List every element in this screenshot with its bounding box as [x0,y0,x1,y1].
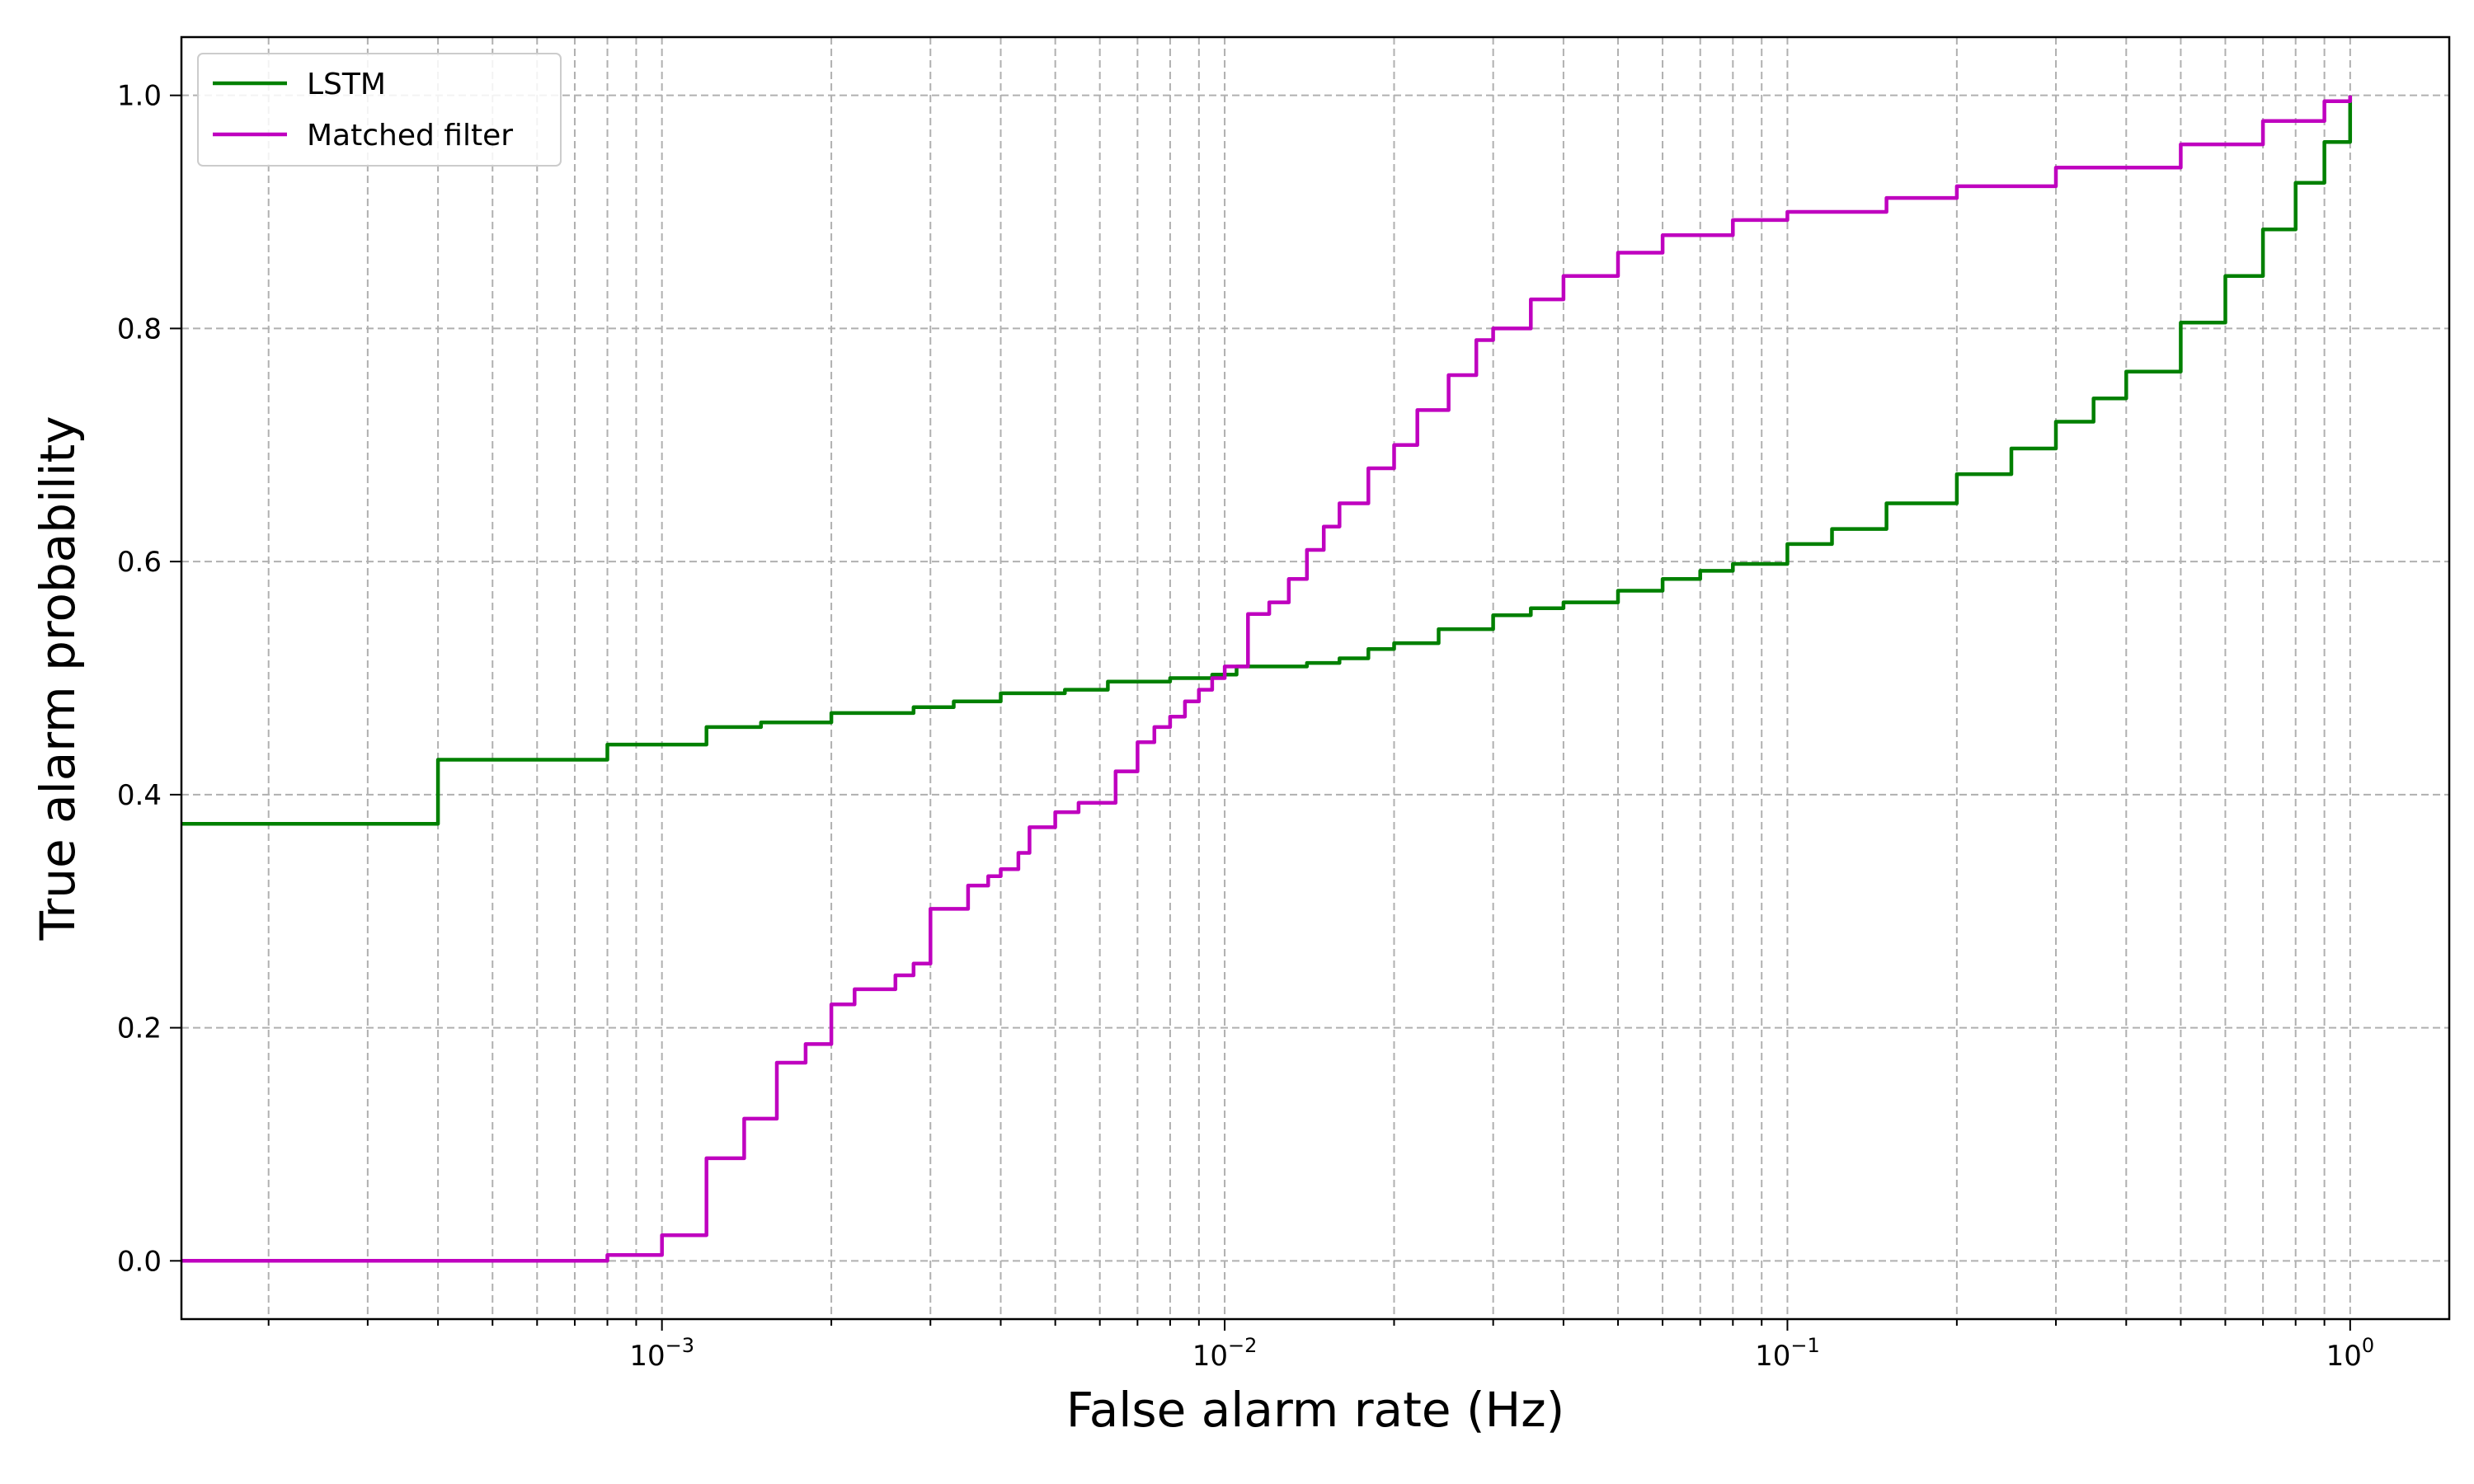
x-tick-label: 10−3 [629,1334,694,1373]
x-tick-label: 100 [2326,1334,2375,1373]
x-tick-label: 10−2 [1192,1334,1258,1373]
legend-label-matched-filter: Matched filter [307,119,513,153]
y-axis-label: True alarm probability [30,416,86,941]
y-tick-label: 0.2 [117,1012,162,1045]
grid [181,37,2449,1319]
legend-box [197,53,562,167]
legend: LSTM Matched filter [197,53,562,167]
y-tick-label: 0.6 [117,546,162,579]
x-axis-label: False alarm rate (Hz) [1066,1382,1565,1438]
y-tick-label: 0.0 [117,1245,162,1278]
plot-frame [180,35,2451,1321]
y-tick-label: 0.4 [117,779,162,812]
series-line-lstm [181,95,2353,826]
series-layer [181,95,2353,1263]
y-tick-label: 0.8 [117,312,162,345]
x-tick-label: 10−1 [1755,1334,1820,1373]
y-tick-label: 1.0 [117,80,162,113]
series-line-matched-filter [181,95,2353,1263]
legend-label-lstm: LSTM [307,68,386,101]
ticks: 0.0 0.2 0.4 0.6 0.8 1.0 10−3 10−2 10−1 100 [117,80,2374,1373]
